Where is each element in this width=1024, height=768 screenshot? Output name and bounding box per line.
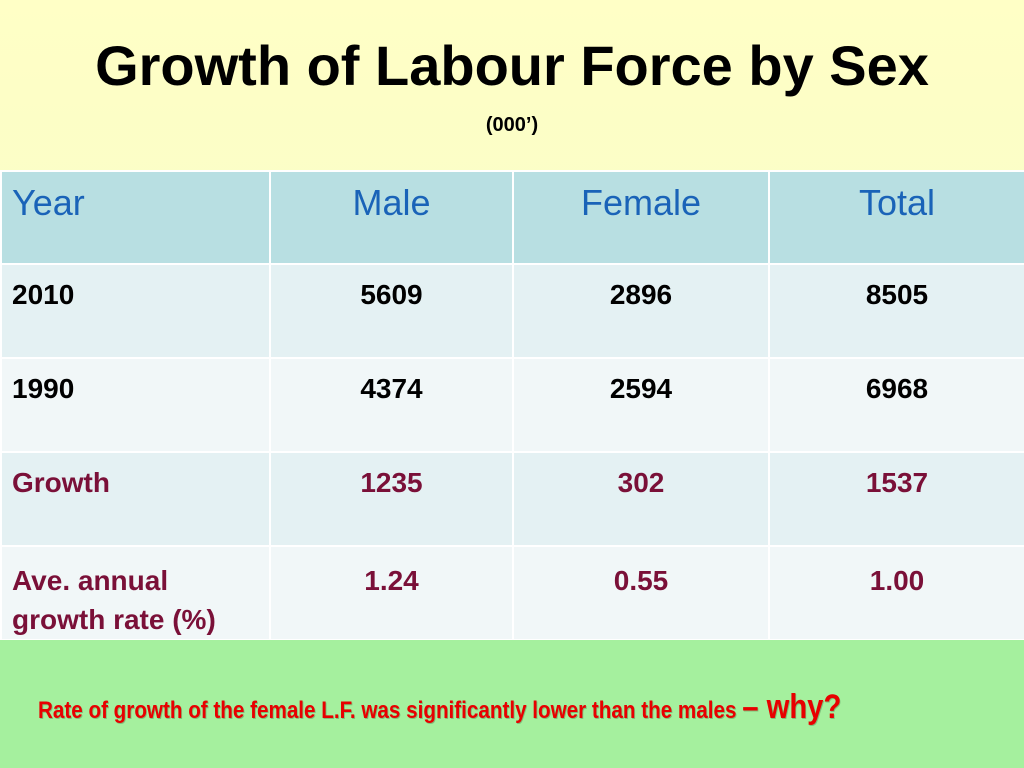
cell-total: 1537	[768, 451, 1024, 547]
cell-female: 302	[512, 451, 770, 547]
footnote: Rate of growth of the female L.F. was si…	[38, 688, 881, 727]
header-total: Total	[768, 170, 1024, 265]
header-year: Year	[0, 170, 271, 265]
table-row: 1990 4374 2594 6968	[0, 357, 1024, 453]
table-row: Growth 1235 302 1537	[0, 451, 1024, 547]
table-row: 2010 5609 2896 8505	[0, 263, 1024, 359]
header-male: Male	[269, 170, 514, 265]
bottom-band	[0, 640, 1024, 768]
cell-female: 2896	[512, 263, 770, 359]
row-label: 1990	[0, 357, 271, 453]
table-header-row: Year Male Female Total	[0, 170, 1024, 265]
row-label: Ave. annual growth rate (%)	[0, 544, 271, 642]
header-female: Female	[512, 170, 770, 265]
row-label: Growth	[0, 451, 271, 547]
footnote-emphasis: – why?	[742, 688, 842, 726]
cell-male: 1235	[269, 451, 514, 547]
cell-female: 0.55	[512, 544, 770, 642]
cell-total: 6968	[768, 357, 1024, 453]
labour-force-table: Year Male Female Total 2010 5609 2896 85…	[0, 170, 1024, 642]
cell-total: 8505	[768, 263, 1024, 359]
slide-subtitle: (000’)	[485, 114, 539, 136]
cell-male: 4374	[269, 357, 514, 453]
footnote-text: Rate of growth of the female L.F. was si…	[38, 697, 737, 724]
cell-male: 1.24	[269, 544, 514, 642]
slide-title: Growth of Labour Force by Sex	[95, 34, 929, 97]
title-area: Growth of Labour Force by Sex (000’)	[0, 0, 1024, 170]
row-label: 2010	[0, 263, 271, 359]
table-row: Ave. annual growth rate (%) 1.24 0.55 1.…	[0, 544, 1024, 642]
cell-male: 5609	[269, 263, 514, 359]
cell-female: 2594	[512, 357, 770, 453]
cell-total: 1.00	[768, 544, 1024, 642]
